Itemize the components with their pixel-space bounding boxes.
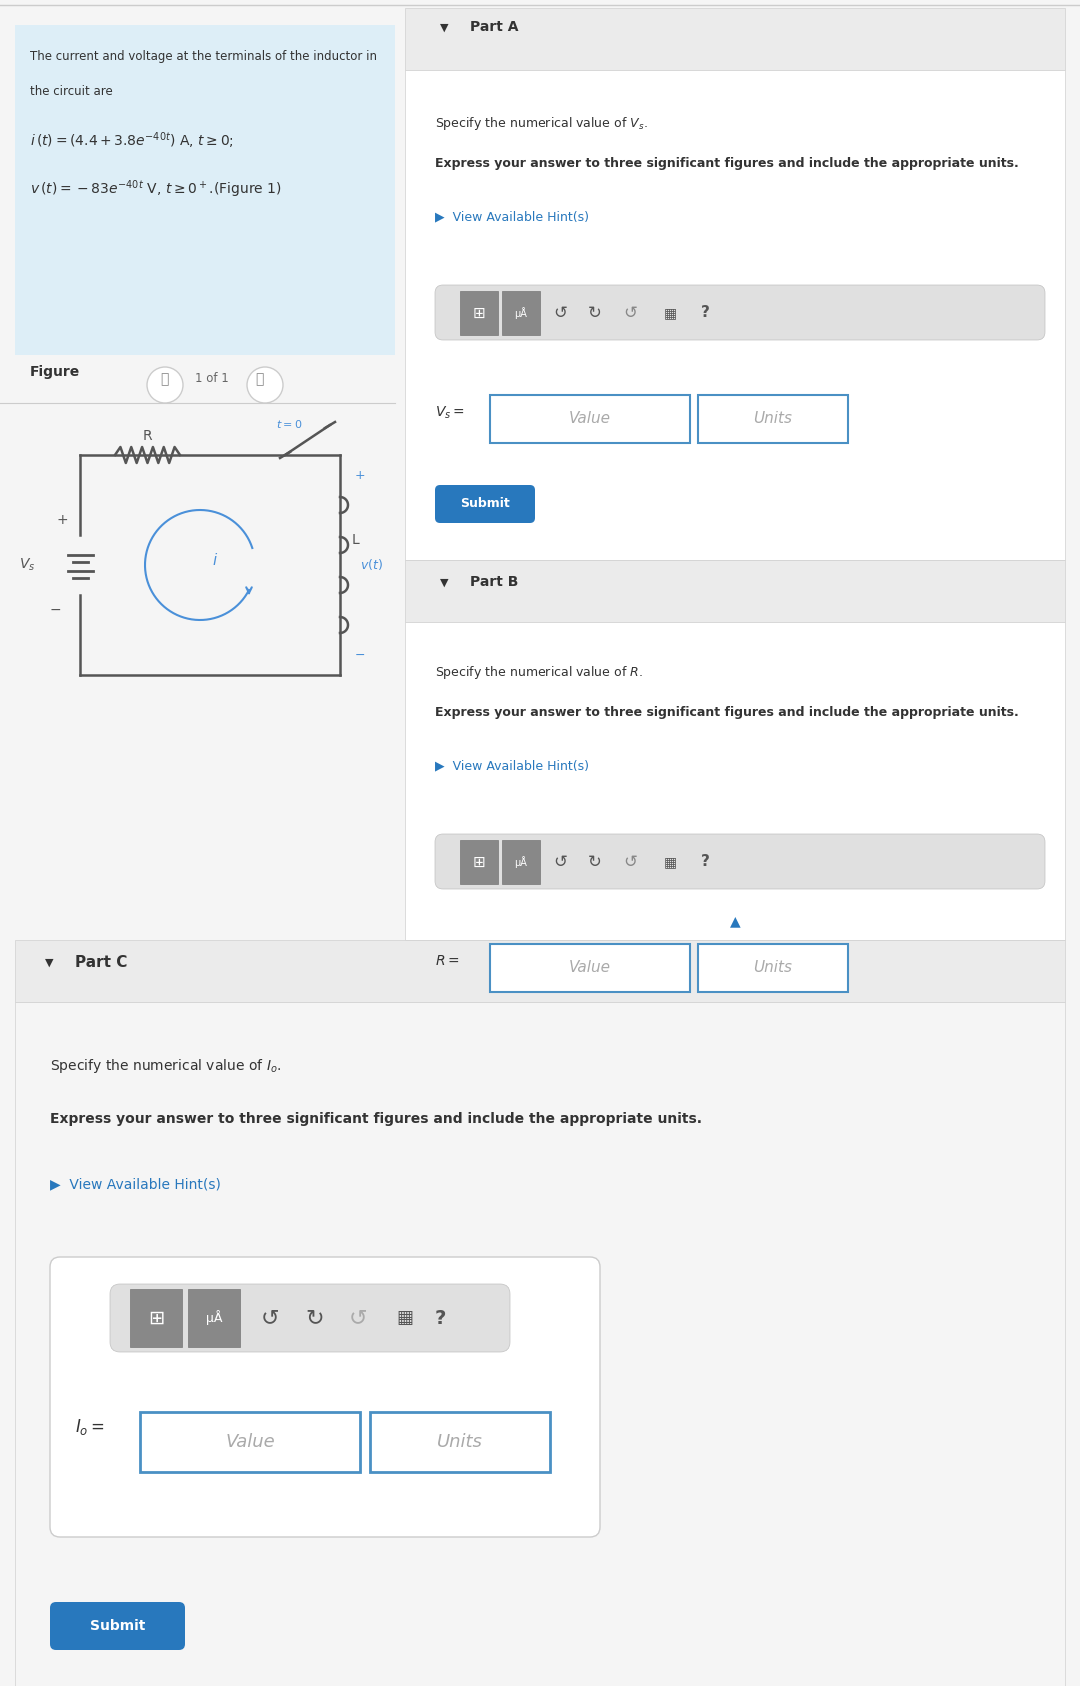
Text: Value: Value xyxy=(225,1433,275,1452)
Text: Units: Units xyxy=(754,961,793,976)
Text: ↺: ↺ xyxy=(553,853,567,872)
FancyBboxPatch shape xyxy=(140,1411,360,1472)
Text: ▦: ▦ xyxy=(663,855,676,868)
Text: Part B: Part B xyxy=(470,575,518,588)
Text: $R=$: $R=$ xyxy=(435,954,459,968)
Text: 〉: 〉 xyxy=(255,373,264,386)
Text: ?: ? xyxy=(434,1308,446,1327)
Text: ▶  View Available Hint(s): ▶ View Available Hint(s) xyxy=(435,211,589,223)
Text: ⊞: ⊞ xyxy=(473,305,485,320)
Text: μÅ: μÅ xyxy=(514,856,527,868)
Text: ?: ? xyxy=(701,855,710,870)
FancyBboxPatch shape xyxy=(110,1285,510,1352)
Text: Specify the numerical value of $R$.: Specify the numerical value of $R$. xyxy=(435,664,643,681)
Text: R: R xyxy=(143,428,152,443)
FancyBboxPatch shape xyxy=(15,25,395,356)
Text: Value: Value xyxy=(569,961,611,976)
Text: Submit: Submit xyxy=(90,1619,145,1634)
Text: +: + xyxy=(56,513,68,528)
Text: ?: ? xyxy=(701,305,710,320)
Text: $i\,(t) = (4.4+3.8e^{-40t})$ A, $t \geq 0$;: $i\,(t) = (4.4+3.8e^{-40t})$ A, $t \geq … xyxy=(30,130,234,150)
Text: Express your answer to three significant figures and include the appropriate uni: Express your answer to three significant… xyxy=(435,706,1018,718)
Text: Express your answer to three significant figures and include the appropriate uni: Express your answer to three significant… xyxy=(50,1113,702,1126)
FancyBboxPatch shape xyxy=(435,835,1045,889)
FancyBboxPatch shape xyxy=(460,292,498,336)
Text: $i$: $i$ xyxy=(212,551,218,568)
Text: The current and voltage at the terminals of the inductor in: The current and voltage at the terminals… xyxy=(30,51,377,62)
Text: $V_s$: $V_s$ xyxy=(18,556,35,573)
Text: $v(t)$: $v(t)$ xyxy=(360,558,383,573)
FancyBboxPatch shape xyxy=(460,840,498,883)
Text: $V_s=$: $V_s=$ xyxy=(435,405,464,422)
Text: μÅ: μÅ xyxy=(206,1310,222,1325)
FancyBboxPatch shape xyxy=(698,395,848,443)
Text: ↺: ↺ xyxy=(623,303,637,322)
Text: μÅ: μÅ xyxy=(514,307,527,319)
Text: ↻: ↻ xyxy=(306,1308,324,1329)
Text: $t=0$: $t=0$ xyxy=(276,418,302,430)
Text: Units: Units xyxy=(754,411,793,427)
Text: −: − xyxy=(50,604,60,617)
Text: ↺: ↺ xyxy=(623,853,637,872)
FancyBboxPatch shape xyxy=(698,944,848,991)
FancyBboxPatch shape xyxy=(502,840,540,883)
FancyBboxPatch shape xyxy=(405,622,1065,941)
FancyBboxPatch shape xyxy=(188,1290,240,1347)
FancyBboxPatch shape xyxy=(15,941,1065,1001)
Text: ▶  View Available Hint(s): ▶ View Available Hint(s) xyxy=(435,759,589,772)
FancyBboxPatch shape xyxy=(405,560,1065,622)
Text: −: − xyxy=(355,649,365,661)
FancyBboxPatch shape xyxy=(130,1290,183,1347)
Text: ▼: ▼ xyxy=(45,958,54,968)
Text: 〈: 〈 xyxy=(160,373,168,386)
Text: ↺: ↺ xyxy=(260,1308,280,1329)
FancyBboxPatch shape xyxy=(502,292,540,336)
FancyBboxPatch shape xyxy=(490,944,690,991)
FancyBboxPatch shape xyxy=(50,1258,600,1538)
Text: ▼: ▼ xyxy=(440,578,448,588)
Text: ↻: ↻ xyxy=(589,303,602,322)
FancyBboxPatch shape xyxy=(405,8,1065,71)
Text: Submit: Submit xyxy=(460,497,510,511)
Text: ▦: ▦ xyxy=(663,305,676,320)
Text: ▲: ▲ xyxy=(730,914,740,927)
Text: ▼: ▼ xyxy=(440,24,448,34)
FancyBboxPatch shape xyxy=(15,1001,1065,1686)
Text: Part A: Part A xyxy=(470,20,518,34)
Text: 1 of 1: 1 of 1 xyxy=(195,373,229,384)
Text: L: L xyxy=(352,533,360,546)
FancyBboxPatch shape xyxy=(50,1602,185,1651)
Text: the circuit are: the circuit are xyxy=(30,84,112,98)
Text: Specify the numerical value of $I_o$.: Specify the numerical value of $I_o$. xyxy=(50,1057,281,1076)
Text: ⊞: ⊞ xyxy=(148,1308,164,1327)
Text: Express your answer to three significant figures and include the appropriate uni: Express your answer to three significant… xyxy=(435,157,1018,170)
FancyBboxPatch shape xyxy=(405,71,1065,560)
Text: $I_o=$: $I_o=$ xyxy=(75,1416,105,1436)
Text: ▦: ▦ xyxy=(396,1308,414,1327)
Text: $v\,(t) = -83e^{-40t}$ V, $t \geq 0^+$.(Figure 1): $v\,(t) = -83e^{-40t}$ V, $t \geq 0^+$.(… xyxy=(30,179,282,199)
FancyBboxPatch shape xyxy=(435,486,535,523)
Text: Figure: Figure xyxy=(30,364,80,379)
FancyBboxPatch shape xyxy=(370,1411,550,1472)
Text: ↻: ↻ xyxy=(589,853,602,872)
Text: Specify the numerical value of $V_s$.: Specify the numerical value of $V_s$. xyxy=(435,115,648,132)
Text: ⊞: ⊞ xyxy=(473,855,485,870)
FancyBboxPatch shape xyxy=(490,395,690,443)
Text: +: + xyxy=(355,469,366,482)
Text: Value: Value xyxy=(569,411,611,427)
Circle shape xyxy=(247,368,283,403)
Text: Units: Units xyxy=(437,1433,483,1452)
Text: ↺: ↺ xyxy=(553,303,567,322)
Text: ↺: ↺ xyxy=(349,1308,367,1329)
Circle shape xyxy=(147,368,183,403)
Text: Part C: Part C xyxy=(75,954,127,969)
Text: ▶  View Available Hint(s): ▶ View Available Hint(s) xyxy=(50,1177,221,1190)
FancyBboxPatch shape xyxy=(435,285,1045,341)
